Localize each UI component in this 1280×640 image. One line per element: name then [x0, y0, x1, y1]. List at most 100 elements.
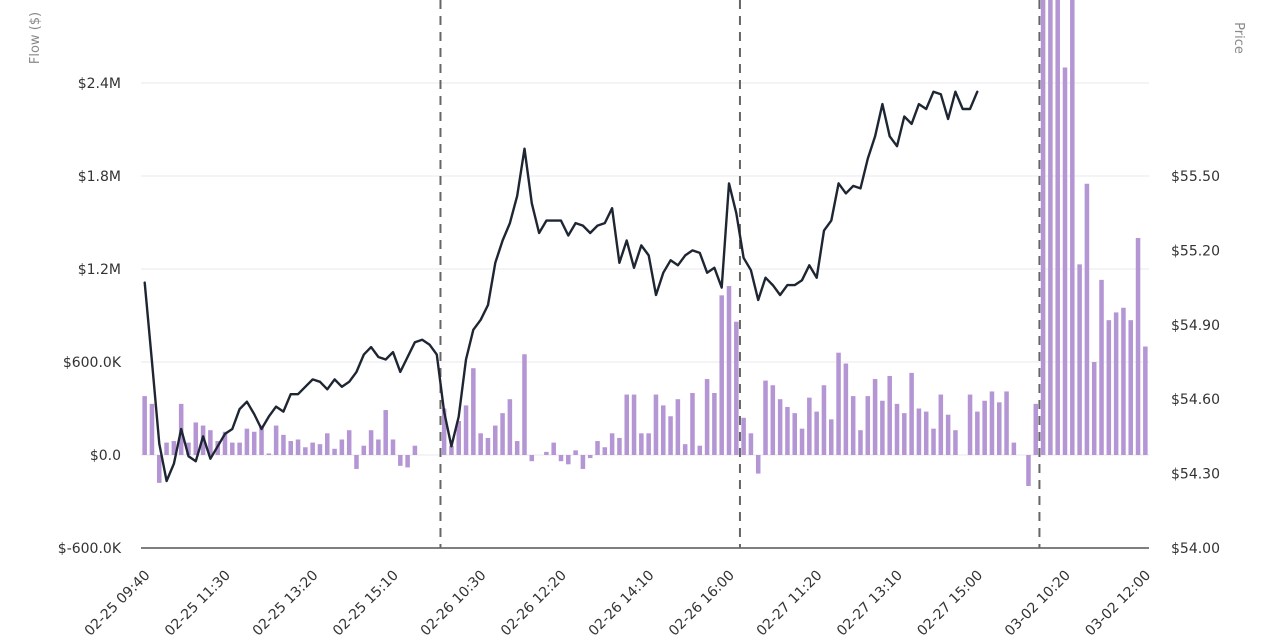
flow-bar	[1040, 0, 1046, 455]
flow-bar	[909, 372, 914, 455]
flow-bar	[902, 413, 907, 455]
flow-bar	[514, 441, 520, 455]
flow-bar	[1121, 307, 1126, 455]
flow-bar	[741, 417, 746, 455]
x-tick-label: 02-25 15:10	[330, 568, 402, 640]
flow-bar	[799, 428, 805, 455]
flow-bar	[251, 431, 257, 455]
flow-bar	[1062, 67, 1068, 455]
flow-bar	[989, 391, 995, 455]
x-tick-label: 02-25 11:30	[162, 568, 234, 640]
flow-bar	[1070, 0, 1075, 455]
flow-bar	[967, 394, 973, 455]
flow-bar	[186, 442, 191, 455]
flow-bar	[880, 400, 885, 455]
flow-bar	[1091, 362, 1097, 455]
flow-bar	[463, 405, 469, 455]
flow-bar	[1106, 320, 1112, 455]
flow-bar	[566, 455, 571, 465]
flow-bar	[646, 433, 651, 455]
x-axis-ticks: 02-25 09:40 02-25 11:30 02-25 13:20 02-25 1…	[82, 568, 1154, 640]
left-axis-title: Flow ($)	[28, 12, 43, 64]
flow-bar	[792, 413, 798, 455]
flow-bar	[602, 447, 608, 455]
flow-bar	[551, 442, 556, 455]
flow-bar	[850, 396, 856, 455]
flow-bar	[171, 441, 177, 455]
day-dividers	[439, 0, 1041, 548]
flow-bar	[281, 434, 286, 455]
flow-bar	[573, 450, 578, 455]
flow-bar	[609, 433, 615, 455]
flow-bar	[580, 455, 586, 469]
flow-bar	[310, 442, 315, 455]
x-tick-label: 02-26 16:00	[666, 568, 738, 640]
right-tick-label: $54.90	[1171, 318, 1220, 334]
x-tick-label: 02-27 11:20	[754, 568, 826, 640]
left-tick-label: $0.0	[90, 448, 121, 464]
flow-bar	[1048, 0, 1053, 455]
flow-bar	[346, 430, 352, 455]
flow-bar	[529, 455, 535, 462]
flow-bar	[858, 430, 863, 455]
flow-bar	[807, 397, 812, 455]
flow-bar	[142, 396, 147, 455]
flow-bar	[273, 425, 279, 455]
flow-bar	[865, 396, 871, 455]
left-tick-label: $2.4M	[78, 76, 121, 92]
flow-bar	[923, 411, 929, 455]
x-tick-label: 02-26 10:30	[418, 568, 490, 640]
flow-bar	[1004, 391, 1009, 455]
flow-bar	[631, 394, 637, 455]
flow-bar	[164, 442, 169, 455]
x-tick-label: 02-27 15:00	[914, 568, 986, 640]
flow-bar	[872, 379, 878, 455]
flow-bar	[938, 394, 944, 455]
x-tick-label: 02-25 09:40	[82, 568, 154, 640]
flow-bar	[734, 321, 739, 455]
flow-bar	[237, 442, 242, 455]
flow-bar	[471, 368, 476, 455]
flow-bar	[324, 433, 330, 455]
flow-bar	[500, 413, 505, 455]
flow-bar	[1128, 320, 1134, 455]
flow-bar	[339, 439, 345, 455]
left-tick-label: $1.2M	[78, 262, 121, 278]
flow-bar	[288, 441, 294, 455]
x-tick-label: 02-26 12:20	[498, 568, 570, 640]
flow-bar	[1084, 183, 1090, 455]
flow-bar	[544, 451, 549, 455]
flow-bar	[748, 433, 754, 455]
right-tick-label: $54.60	[1171, 392, 1220, 408]
flow-bar	[156, 455, 162, 483]
flow-bar	[1026, 455, 1031, 486]
flow-bar	[785, 406, 790, 455]
flow-bar	[492, 425, 498, 455]
flow-bar	[763, 380, 768, 455]
flow-bar	[412, 445, 418, 455]
flow-bar	[361, 445, 367, 455]
flow-bar	[894, 403, 900, 455]
right-tick-label: $55.50	[1171, 169, 1220, 185]
flow-bars	[142, 0, 1148, 486]
flow-bar	[208, 430, 213, 455]
flow-bar	[587, 455, 593, 459]
right-tick-label: $54.00	[1171, 541, 1220, 557]
flow-bar	[843, 363, 849, 455]
flow-bar	[617, 437, 622, 455]
flow-bar	[390, 439, 396, 455]
flow-bar	[996, 402, 1002, 455]
flow-bar	[719, 295, 724, 455]
flow-bar	[755, 455, 761, 474]
flow-bar	[368, 430, 374, 455]
flow-bar	[193, 422, 199, 455]
flow-bar	[259, 425, 264, 455]
right-axis-title: Price	[1231, 22, 1246, 54]
flow-bar	[668, 416, 673, 455]
flow-bar	[712, 393, 717, 455]
flow-bar	[639, 433, 644, 455]
right-tick-label: $55.20	[1171, 243, 1220, 259]
x-tick-label: 02-26 14:10	[586, 568, 658, 640]
left-tick-label: $600.0K	[63, 355, 122, 371]
